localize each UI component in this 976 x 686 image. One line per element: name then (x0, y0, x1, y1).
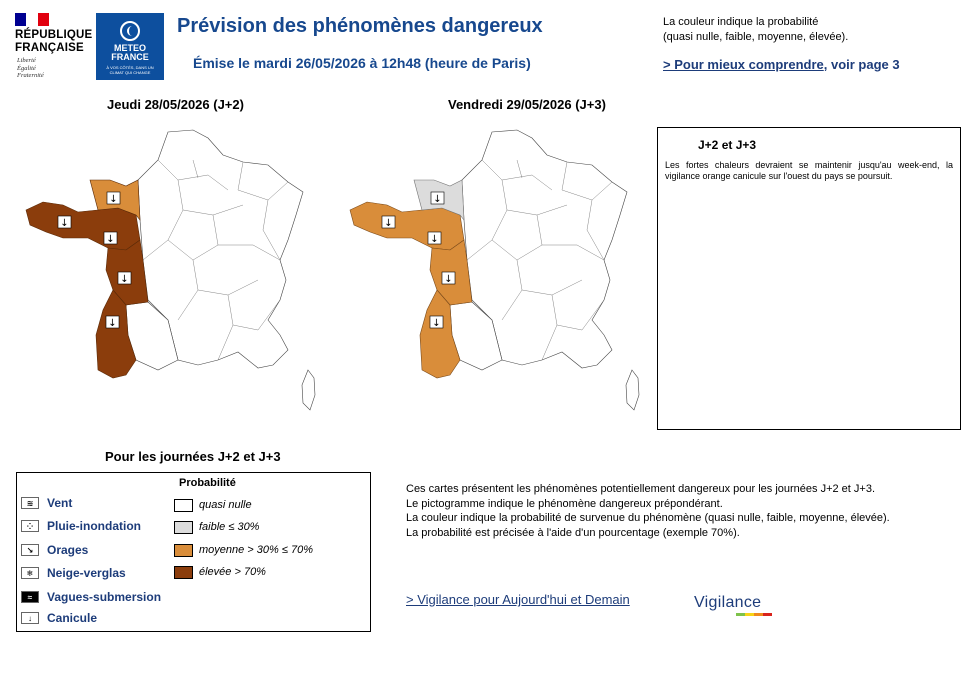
svg-text:↓: ↓ (384, 218, 392, 229)
republic-line-2: FRANÇAISE (15, 42, 84, 54)
info-text: Ces cartes présentent les phénomènes pot… (406, 482, 936, 540)
svg-text:↓: ↓ (109, 194, 117, 205)
motto-fraternite: Fraternité (17, 72, 44, 79)
map-aquitaine-high (95, 289, 137, 379)
legend-phenomenon: ⁘ Pluie-inondation (21, 518, 141, 534)
france-map-j2: ↓ ↓ ↓ ↓ ↓ (25, 129, 316, 411)
vigilance-today-link[interactable]: > Vigilance pour Aujourd'hui et Demain (406, 592, 630, 607)
probability-label: moyenne > 30% ≤ 70% (199, 544, 313, 556)
legend-probability: élevée > 70% (174, 565, 266, 579)
phenomenon-label: Neige-verglas (47, 566, 126, 580)
map-j3-canicule-pictos: ↓ ↓ ↓ ↓ ↓ (381, 191, 456, 329)
comment-body: Les fortes chaleurs devraient se mainten… (665, 160, 953, 181)
swatch-high (174, 565, 193, 579)
phenomenon-label: Pluie-inondation (47, 519, 141, 533)
map-corsica (301, 369, 316, 411)
vigilance-logo-text: Vigilance (694, 594, 762, 611)
legend-probability: moyenne > 30% ≤ 70% (174, 543, 313, 557)
probability-label: quasi nulle (199, 499, 252, 511)
swatch-none (174, 498, 193, 512)
info-paragraph-4: La probabilité est précisée à l'aide d'u… (406, 526, 740, 539)
map-title-j2: Jeudi 28/05/2026 (J+2) (107, 97, 244, 112)
phenomenon-label: Orages (47, 543, 89, 557)
republic-line-1: RÉPUBLIQUE (15, 29, 93, 41)
probability-note: La couleur indique la probabilité (quasi… (663, 15, 848, 45)
legend-phenomenon: ↘ Orages (21, 542, 88, 558)
phenomenon-label: Canicule (47, 611, 98, 625)
emission-date: Émise le mardi 26/05/2026 à 12h48 (heure… (193, 55, 531, 71)
understand-link-text[interactable]: > Pour mieux comprendre (663, 57, 824, 72)
understand-link-suffix: , voir page 3 (823, 57, 900, 72)
probability-note-line-1: La couleur indique la probabilité (663, 16, 819, 28)
logo-line-1: METEO (113, 43, 146, 53)
republic-motto: Liberté Égalité Fraternité (17, 57, 44, 80)
france-map-j3: ↓ ↓ ↓ ↓ ↓ (349, 129, 640, 411)
meteo-france-logo: METEO FRANCE À VOS CÔTÉS, DANS UN CLIMAT… (96, 13, 164, 80)
legend-box: Probabilité ≋ Vent ⁘ Pluie-inondation ↘ … (16, 472, 371, 632)
swatch-low (174, 520, 193, 534)
motto-egalite: Égalité (17, 64, 36, 72)
snow-ice-icon: ❄ (21, 567, 39, 579)
svg-text:↓: ↓ (430, 234, 438, 245)
motto-liberte: Liberté (17, 57, 36, 64)
map-j2-canicule-pictos: ↓ ↓ ↓ ↓ ↓ (57, 191, 132, 329)
legend-phenomenon: ↓ Canicule (21, 610, 97, 626)
legend-probability: faible ≤ 30% (174, 520, 259, 534)
thermometer-icon: ↓ (21, 612, 39, 624)
phenomenon-label: Vent (47, 496, 73, 510)
legend-phenomenon: ❄ Neige-verglas (21, 565, 126, 581)
swatch-medium (174, 543, 193, 557)
vigilance-logo: Vigilance (694, 594, 772, 616)
legend-probability: quasi nulle (174, 498, 252, 512)
legend-phenomenon: ≋ Vent (21, 495, 72, 511)
comment-title: J+2 et J+3 (698, 138, 757, 152)
map-corsica (625, 369, 640, 411)
probability-note-line-2: (quasi nulle, faible, moyenne, élevée). (663, 31, 849, 43)
svg-text:↓: ↓ (432, 318, 440, 329)
page-title: Prévision des phénomènes dangereux (177, 15, 543, 37)
republic-name: RÉPUBLIQUE FRANÇAISE (15, 29, 92, 55)
svg-text:↓: ↓ (433, 194, 441, 205)
meteo-france-emblem-icon (120, 21, 140, 41)
svg-text:↓: ↓ (106, 234, 114, 245)
info-paragraph-2: Le pictogramme indique le phénomène dang… (406, 497, 723, 510)
svg-text:↓: ↓ (60, 218, 68, 229)
legend-phenomenon: ≈ Vagues-submersion (21, 589, 161, 605)
wind-icon: ≋ (21, 497, 39, 509)
probability-label: élevée > 70% (199, 566, 266, 578)
legend-title: Pour les journées J+2 et J+3 (105, 449, 281, 464)
logo-tagline: À VOS CÔTÉS, DANS UN CLIMAT QUI CHANGE (106, 65, 154, 75)
svg-text:↓: ↓ (444, 274, 452, 285)
map-aquitaine-medium (419, 289, 461, 379)
phenomenon-label: Vagues-submersion (47, 590, 162, 604)
thunderstorm-icon: ↘ (21, 544, 39, 556)
rain-flood-icon: ⁘ (21, 520, 39, 532)
probability-label: faible ≤ 30% (199, 521, 260, 533)
info-paragraph-3: La couleur indique la probabilité de sur… (406, 512, 890, 524)
svg-text:↓: ↓ (120, 274, 128, 285)
svg-text:↓: ↓ (108, 318, 116, 329)
understand-link[interactable]: > Pour mieux comprendre, voir page 3 (663, 57, 900, 72)
vigilance-color-bar (736, 613, 772, 616)
forecast-comment-box: J+2 et J+3 Les fortes chaleurs devraient… (657, 127, 961, 430)
french-flag-icon (15, 13, 49, 26)
waves-icon: ≈ (21, 591, 39, 603)
logo-line-2: FRANCE (111, 52, 149, 62)
info-paragraph-1: Ces cartes présentent les phénomènes pot… (406, 483, 876, 495)
map-title-j3: Vendredi 29/05/2026 (J+3) (448, 97, 606, 112)
probability-title: Probabilité (179, 477, 236, 489)
